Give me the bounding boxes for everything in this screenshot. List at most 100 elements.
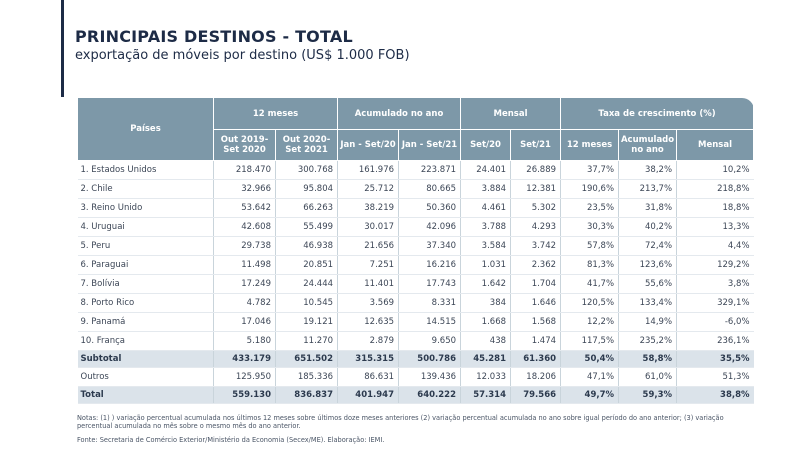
- value-cell: 19.121: [274, 312, 338, 332]
- value-cell: 123,6%: [618, 255, 677, 275]
- value-cell: 329,1%: [676, 293, 754, 313]
- country-cell: 2. Chile: [77, 179, 214, 199]
- value-cell: 1.704: [510, 274, 561, 294]
- table-row: 4. Uruguai 42.608 55.499 30.017 42.096 3.788 4…: [77, 217, 754, 237]
- value-cell: 3.884: [460, 179, 511, 199]
- value-cell: 133,4%: [618, 293, 677, 313]
- value-cell: 18,8%: [676, 198, 754, 218]
- value-cell: 26.889: [510, 160, 561, 180]
- value-cell: 3.584: [460, 236, 511, 256]
- value-cell: 40,2%: [618, 217, 677, 237]
- value-cell: 72,4%: [618, 236, 677, 256]
- subheader-growth-accum-text: Acumulado no ano: [620, 135, 675, 155]
- table-row: 7. Bolívia 17.249 24.444 11.401 17.743 1.642 1…: [77, 274, 754, 294]
- value-cell: 14.515: [398, 312, 461, 332]
- value-cell: 836.837: [274, 386, 338, 404]
- value-cell: 139.436: [398, 367, 461, 387]
- value-cell: 30.017: [337, 217, 399, 237]
- value-cell: 37.340: [398, 236, 461, 256]
- value-cell: 66.263: [274, 198, 338, 218]
- value-cell: 86.631: [337, 367, 399, 387]
- value-cell: 23,5%: [560, 198, 619, 218]
- value-cell: 29.738: [213, 236, 276, 256]
- value-cell: 10,2%: [676, 160, 754, 180]
- value-cell: 12.381: [510, 179, 561, 199]
- value-cell: 17.046: [213, 312, 276, 332]
- header-countries: Países: [77, 97, 214, 161]
- value-cell: 3.569: [337, 293, 399, 313]
- value-cell: 16.216: [398, 255, 461, 275]
- value-cell: 223.871: [398, 160, 461, 180]
- country-cell: 7. Bolívia: [77, 274, 214, 294]
- subheader-set20: Set/20: [460, 129, 512, 161]
- page-subtitle: exportação de móveis por destino (US$ 1.…: [75, 48, 410, 63]
- value-cell: 14,9%: [618, 312, 677, 332]
- value-cell: 30,3%: [560, 217, 619, 237]
- value-cell: 236,1%: [676, 331, 754, 351]
- subtotal-row: Subtotal 433.179 651.502 315.315 500.786 45.2…: [77, 350, 754, 368]
- value-cell: 58,8%: [618, 350, 677, 368]
- value-cell: 438: [460, 331, 511, 351]
- subheader-growth-12m: 12 meses: [560, 129, 620, 161]
- value-cell: 17.249: [213, 274, 276, 294]
- value-cell: 61,0%: [618, 367, 677, 387]
- value-cell: 59,3%: [618, 386, 677, 404]
- value-cell: 500.786: [398, 350, 461, 368]
- subheader-out2019: Out 2019- Set 2020: [213, 129, 276, 161]
- country-cell: Total: [77, 386, 214, 404]
- value-cell: 559.130: [213, 386, 276, 404]
- value-cell: 24.444: [274, 274, 338, 294]
- subheader-growth-monthly: Mensal: [676, 129, 755, 161]
- value-cell: 2.362: [510, 255, 561, 275]
- value-cell: 80.665: [398, 179, 461, 199]
- value-cell: 12.635: [337, 312, 399, 332]
- value-cell: 17.743: [398, 274, 461, 294]
- total-row: Total 559.130 836.837 401.947 640.222 57.314 7…: [77, 386, 754, 404]
- table-row: 2. Chile 32.966 95.804 25.712 80.665 3.884 12.…: [77, 179, 754, 199]
- value-cell: 57,8%: [560, 236, 619, 256]
- value-cell: 41,7%: [560, 274, 619, 294]
- subheader-set21: Set/21: [510, 129, 562, 161]
- value-cell: 51,3%: [676, 367, 754, 387]
- value-cell: 3,8%: [676, 274, 754, 294]
- value-cell: 50,4%: [560, 350, 619, 368]
- value-cell: 4.293: [510, 217, 561, 237]
- subheader-out2019-text: Out 2019- Set 2020: [220, 135, 269, 155]
- value-cell: 5.302: [510, 198, 561, 218]
- value-cell: 57.314: [460, 386, 511, 404]
- value-cell: 35,5%: [676, 350, 754, 368]
- value-cell: 45.281: [460, 350, 511, 368]
- header-growth-rate: Taxa de crescimento (%): [560, 97, 755, 130]
- value-cell: 4,4%: [676, 236, 754, 256]
- value-cell: 120,5%: [560, 293, 619, 313]
- table-row: 3. Reino Unido 53.642 66.263 38.219 50.360 4.…: [77, 198, 754, 218]
- value-cell: 18.206: [510, 367, 561, 387]
- table-source: Fonte: Secretaria de Comércio Exterior/M…: [77, 436, 385, 444]
- table-row: 5. Peru 29.738 46.938 21.656 37.340 3.584 3.74…: [77, 236, 754, 256]
- value-cell: 161.976: [337, 160, 399, 180]
- value-cell: 38.219: [337, 198, 399, 218]
- country-cell: 4. Uruguai: [77, 217, 214, 237]
- value-cell: 53.642: [213, 198, 276, 218]
- value-cell: 55,6%: [618, 274, 677, 294]
- subheader-jan-set-20: Jan - Set/20: [337, 129, 400, 161]
- value-cell: 433.179: [213, 350, 276, 368]
- value-cell: 47,1%: [560, 367, 619, 387]
- value-cell: 9.650: [398, 331, 461, 351]
- value-cell: 13,3%: [676, 217, 754, 237]
- value-cell: 235,2%: [618, 331, 677, 351]
- value-cell: 1.031: [460, 255, 511, 275]
- table-row: 8. Porto Rico 4.782 10.545 3.569 8.331 384 1.6…: [77, 293, 754, 313]
- value-cell: 213,7%: [618, 179, 677, 199]
- subheader-out2020-text: Out 2020- Set 2021: [282, 135, 331, 155]
- country-cell: 6. Paraguai: [77, 255, 214, 275]
- value-cell: 651.502: [274, 350, 338, 368]
- value-cell: 37,7%: [560, 160, 619, 180]
- country-cell: Outros: [77, 367, 214, 387]
- value-cell: 190,6%: [560, 179, 619, 199]
- destinations-table: Países 12 meses Acumulado no ano Mensal …: [77, 97, 755, 404]
- value-cell: 7.251: [337, 255, 399, 275]
- value-cell: 4.782: [213, 293, 276, 313]
- value-cell: 61.360: [510, 350, 561, 368]
- value-cell: 38,8%: [676, 386, 754, 404]
